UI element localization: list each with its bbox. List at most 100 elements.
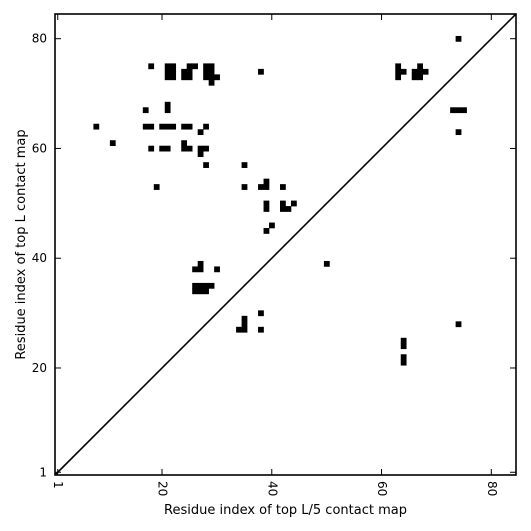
contact-cell-top-l — [269, 222, 275, 229]
x-tick-label: 60 — [375, 481, 389, 496]
contact-cell-top-l — [164, 145, 171, 152]
contact-cell-top-l5 — [455, 321, 462, 328]
plot-frame — [54, 13, 517, 476]
contact-cell-top-l — [170, 68, 177, 75]
contact-cell-top-l — [186, 68, 193, 75]
contact-cell-top-l5 — [258, 326, 264, 333]
contact-cell-top-l — [203, 63, 209, 70]
contact-cell-top-l — [170, 74, 177, 81]
contact-cell-top-l — [280, 206, 286, 212]
contact-cell-top-l — [203, 123, 209, 130]
contact-cell-top-l5 — [197, 282, 204, 289]
contact-cell-top-l5 — [197, 260, 204, 267]
contact-cell-top-l — [203, 68, 209, 75]
contact-cell-top-l — [186, 123, 193, 130]
tick-labels-group: 1 20 40 60 80 1 20 40 60 80 — [32, 32, 499, 497]
contact-cell-top-l5 — [197, 288, 204, 295]
contact-cell-top-l — [203, 74, 209, 81]
contact-cell-top-l — [280, 184, 286, 190]
contact-cell-top-l — [164, 74, 171, 81]
contact-cell-top-l — [170, 63, 177, 70]
contact-cell-top-l — [450, 107, 456, 114]
x-tick-label: 1 — [51, 481, 65, 489]
contact-cell-top-l — [192, 63, 198, 70]
contact-cell-top-l — [208, 63, 215, 70]
contact-cell-top-l — [241, 162, 248, 168]
contact-cell-top-l — [197, 145, 204, 152]
contact-cells-group — [93, 35, 467, 366]
contact-cell-top-l — [395, 68, 402, 75]
contact-cell-top-l — [417, 63, 423, 70]
x-axis-label: Residue index of top L/5 contact map — [164, 503, 407, 518]
contact-cell-top-l — [395, 74, 402, 81]
x-tick-label: 20 — [156, 481, 170, 496]
contact-cell-top-l — [181, 145, 188, 152]
contact-cell-top-l — [148, 123, 155, 130]
y-tick-label: 20 — [32, 361, 47, 375]
tick-marks-group — [55, 14, 516, 475]
contact-cell-top-l — [422, 68, 429, 75]
x-tick-label: 40 — [265, 481, 279, 496]
contact-cell-top-l — [164, 101, 171, 108]
contact-cell-top-l — [203, 162, 209, 168]
contact-cell-top-l — [285, 206, 292, 212]
contact-cell-top-l — [208, 68, 215, 75]
y-tick-label: 60 — [32, 141, 47, 155]
contact-cell-top-l — [197, 151, 204, 157]
contact-cell-top-l — [461, 107, 467, 114]
contact-cell-top-l — [455, 129, 462, 136]
y-tick-label: 1 — [39, 465, 47, 479]
contact-cell-top-l — [400, 68, 407, 75]
contact-cell-top-l5 — [208, 282, 215, 289]
contact-cell-top-l — [164, 123, 171, 130]
contact-cell-top-l — [186, 74, 193, 81]
contact-cell-top-l5 — [236, 326, 242, 333]
y-axis-label: Residue index of top L contact map — [14, 129, 29, 359]
contact-cell-top-l — [455, 107, 462, 114]
contact-cell-top-l — [280, 200, 286, 207]
contact-cell-top-l5 — [192, 266, 198, 273]
contact-cell-top-l — [148, 63, 155, 70]
contact-cell-top-l — [263, 184, 270, 190]
contact-cell-top-l — [417, 68, 423, 75]
contact-cell-top-l5 — [400, 337, 407, 344]
contact-cell-top-l — [186, 63, 193, 70]
contact-cell-top-l5 — [241, 326, 248, 333]
contact-cell-top-l — [142, 107, 149, 114]
contact-cell-top-l — [241, 184, 248, 190]
contact-cell-top-l5 — [203, 282, 209, 289]
contact-cell-top-l — [263, 206, 270, 212]
contact-cell-top-l5 — [203, 288, 209, 295]
contact-cell-top-l5 — [197, 266, 204, 273]
contact-cell-top-l — [258, 184, 264, 190]
contact-cell-top-l — [411, 74, 418, 81]
contact-cell-top-l5 — [400, 343, 407, 350]
contact-cell-top-l — [411, 68, 418, 75]
contact-cell-top-l — [263, 200, 270, 207]
x-tick-label: 80 — [485, 481, 499, 496]
contact-cell-top-l5 — [323, 260, 330, 267]
contact-cell-top-l5 — [400, 359, 407, 366]
contact-cell-top-l — [164, 107, 171, 114]
contact-cell-top-l — [93, 123, 100, 130]
contact-cell-top-l — [181, 123, 188, 130]
contact-cell-top-l — [395, 63, 402, 70]
contact-cell-top-l — [197, 129, 204, 136]
contact-cell-top-l — [258, 68, 264, 75]
contact-cell-top-l — [164, 63, 171, 70]
y-tick-label: 80 — [32, 32, 47, 46]
contact-cell-top-l — [181, 74, 188, 81]
contact-cell-top-l — [148, 145, 155, 152]
contact-cell-top-l — [214, 74, 220, 81]
contact-cell-top-l — [208, 79, 215, 86]
contact-cell-top-l5 — [241, 321, 248, 328]
contact-cell-top-l — [263, 178, 270, 185]
contact-cell-top-l5 — [214, 266, 220, 273]
contact-cell-top-l — [109, 140, 116, 147]
contact-cell-top-l5 — [241, 315, 248, 322]
contact-cell-top-l — [159, 123, 166, 130]
contact-cell-top-l5 — [400, 354, 407, 361]
diagonal-line — [54, 13, 517, 476]
contact-cell-top-l — [208, 74, 215, 81]
